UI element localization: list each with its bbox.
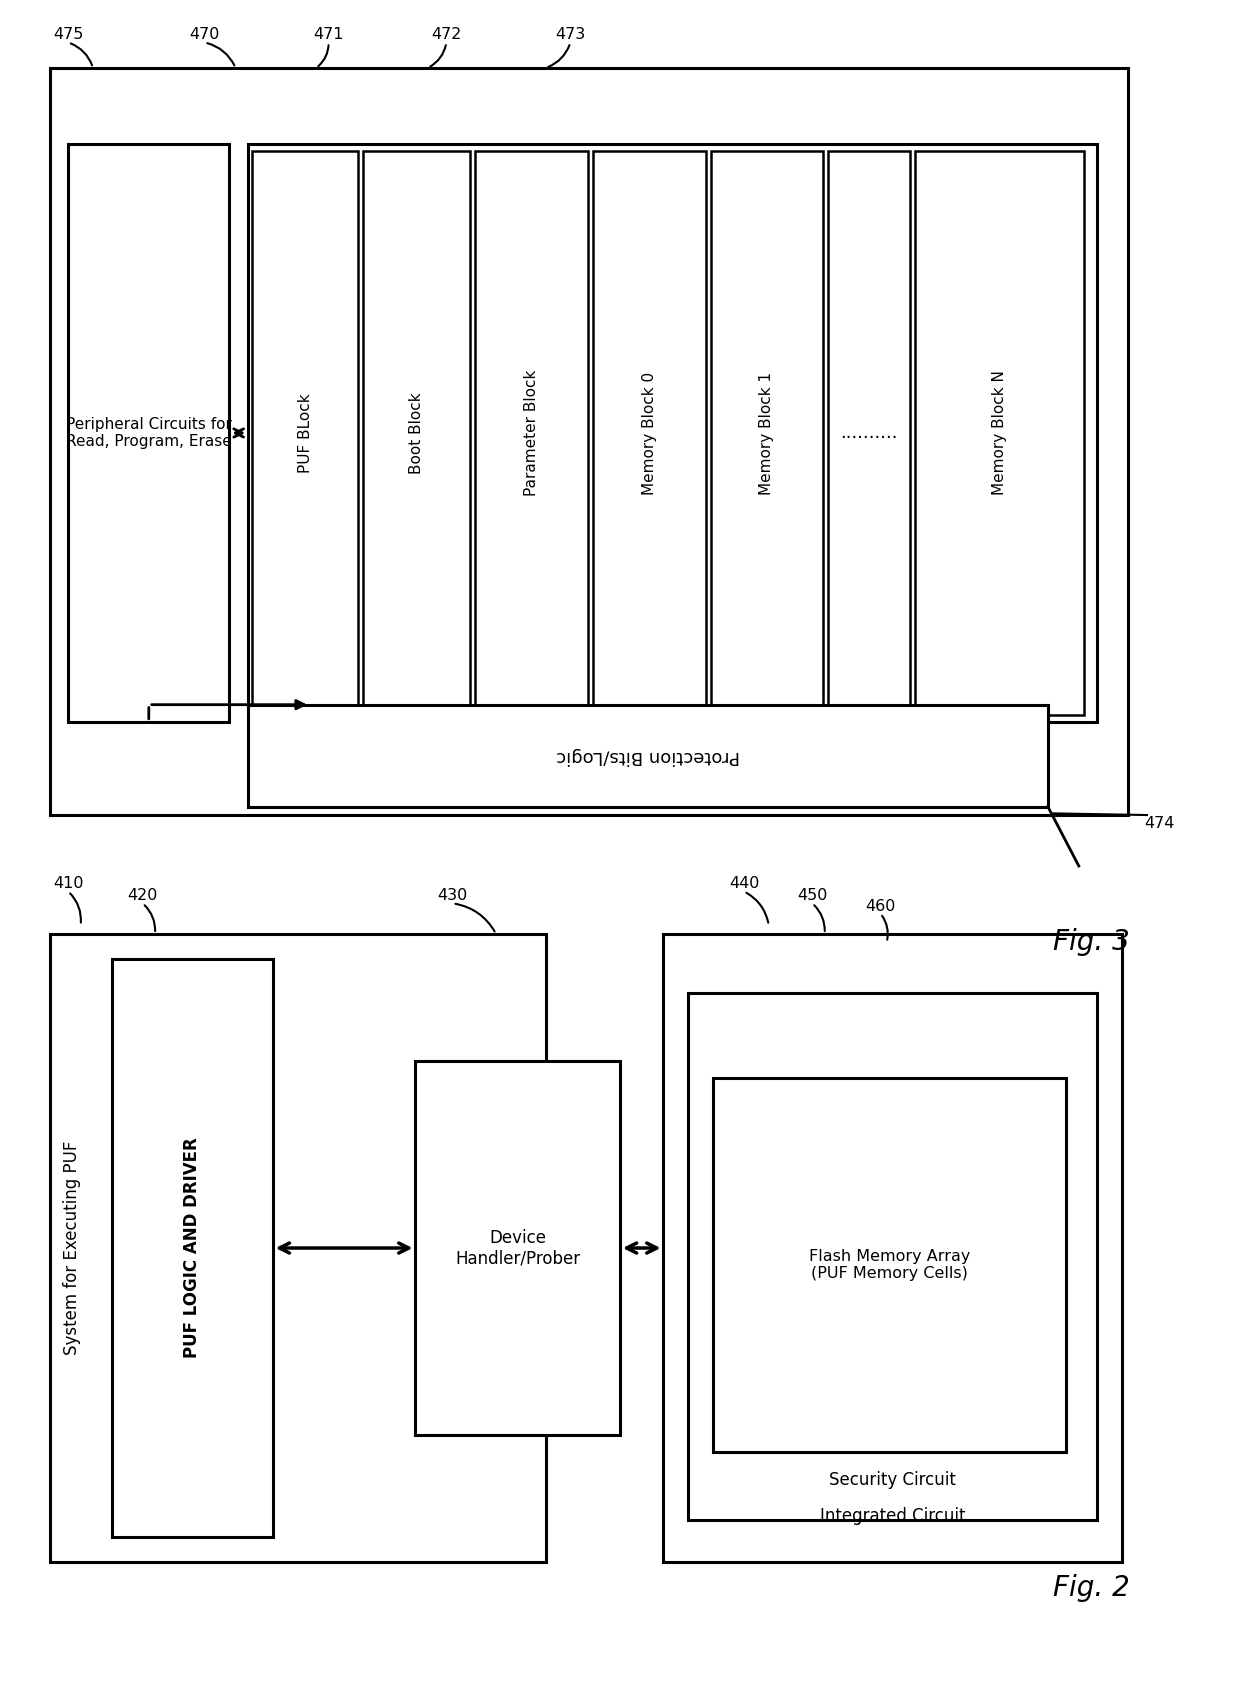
Bar [915, 151, 1084, 715]
Bar [363, 151, 470, 715]
Text: Boot Block: Boot Block [409, 392, 424, 474]
Bar [713, 1078, 1066, 1452]
Bar [112, 959, 273, 1537]
Text: Protection Bits/Logic: Protection Bits/Logic [556, 747, 740, 764]
Bar [828, 151, 910, 715]
Text: Security Circuit: Security Circuit [830, 1470, 956, 1489]
Bar [50, 934, 546, 1562]
Text: 470: 470 [190, 27, 219, 42]
Text: 430: 430 [438, 888, 467, 903]
Bar [248, 144, 1097, 722]
Bar [252, 151, 358, 715]
Text: 460: 460 [866, 898, 895, 914]
Bar [663, 934, 1122, 1562]
Text: 440: 440 [729, 876, 759, 891]
Text: 471: 471 [314, 27, 343, 42]
Text: 474: 474 [1145, 817, 1174, 830]
Text: 475: 475 [53, 27, 83, 42]
Text: 450: 450 [797, 888, 827, 903]
Text: Memory Block 0: Memory Block 0 [641, 372, 657, 494]
Bar [415, 1061, 620, 1435]
Text: System for Executing PUF: System for Executing PUF [63, 1141, 81, 1355]
Text: PUF LOGIC AND DRIVER: PUF LOGIC AND DRIVER [184, 1138, 201, 1358]
Text: Memory Block N: Memory Block N [992, 370, 1007, 496]
Bar [688, 993, 1097, 1520]
Text: Device
Handler/Prober: Device Handler/Prober [455, 1229, 580, 1267]
Text: Fig. 3: Fig. 3 [1053, 929, 1130, 956]
Text: Memory Block 1: Memory Block 1 [759, 372, 775, 494]
Text: Integrated Circuit: Integrated Circuit [820, 1506, 966, 1525]
Bar [50, 68, 1128, 815]
Text: 472: 472 [432, 27, 461, 42]
Bar [68, 144, 229, 722]
Bar [593, 151, 706, 715]
Text: Flash Memory Array
(PUF Memory Cells): Flash Memory Array (PUF Memory Cells) [808, 1248, 971, 1282]
Bar [248, 705, 1048, 807]
Bar [711, 151, 823, 715]
Bar [475, 151, 588, 715]
Text: Fig. 2: Fig. 2 [1053, 1574, 1130, 1601]
Text: 420: 420 [128, 888, 157, 903]
Text: ..........: .......... [841, 424, 898, 441]
Text: 410: 410 [53, 876, 83, 891]
Text: 473: 473 [556, 27, 585, 42]
Text: Parameter Block: Parameter Block [523, 370, 539, 496]
Text: Peripheral Circuits for
Read, Program, Erase: Peripheral Circuits for Read, Program, E… [66, 416, 232, 450]
Text: PUF BLock: PUF BLock [298, 394, 312, 472]
